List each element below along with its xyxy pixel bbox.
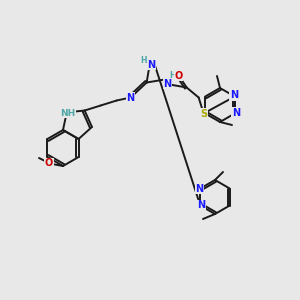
- Text: O: O: [175, 70, 183, 80]
- Text: H: H: [140, 56, 147, 65]
- Text: S: S: [200, 109, 207, 118]
- Text: H: H: [169, 71, 176, 80]
- Text: NH: NH: [60, 109, 75, 118]
- Text: N: N: [230, 91, 238, 100]
- Text: N: N: [197, 200, 205, 211]
- Text: N: N: [148, 59, 156, 70]
- Text: N: N: [164, 79, 172, 88]
- Text: O: O: [45, 158, 53, 168]
- Text: N: N: [127, 92, 135, 103]
- Text: N: N: [232, 107, 240, 118]
- Text: N: N: [195, 184, 203, 194]
